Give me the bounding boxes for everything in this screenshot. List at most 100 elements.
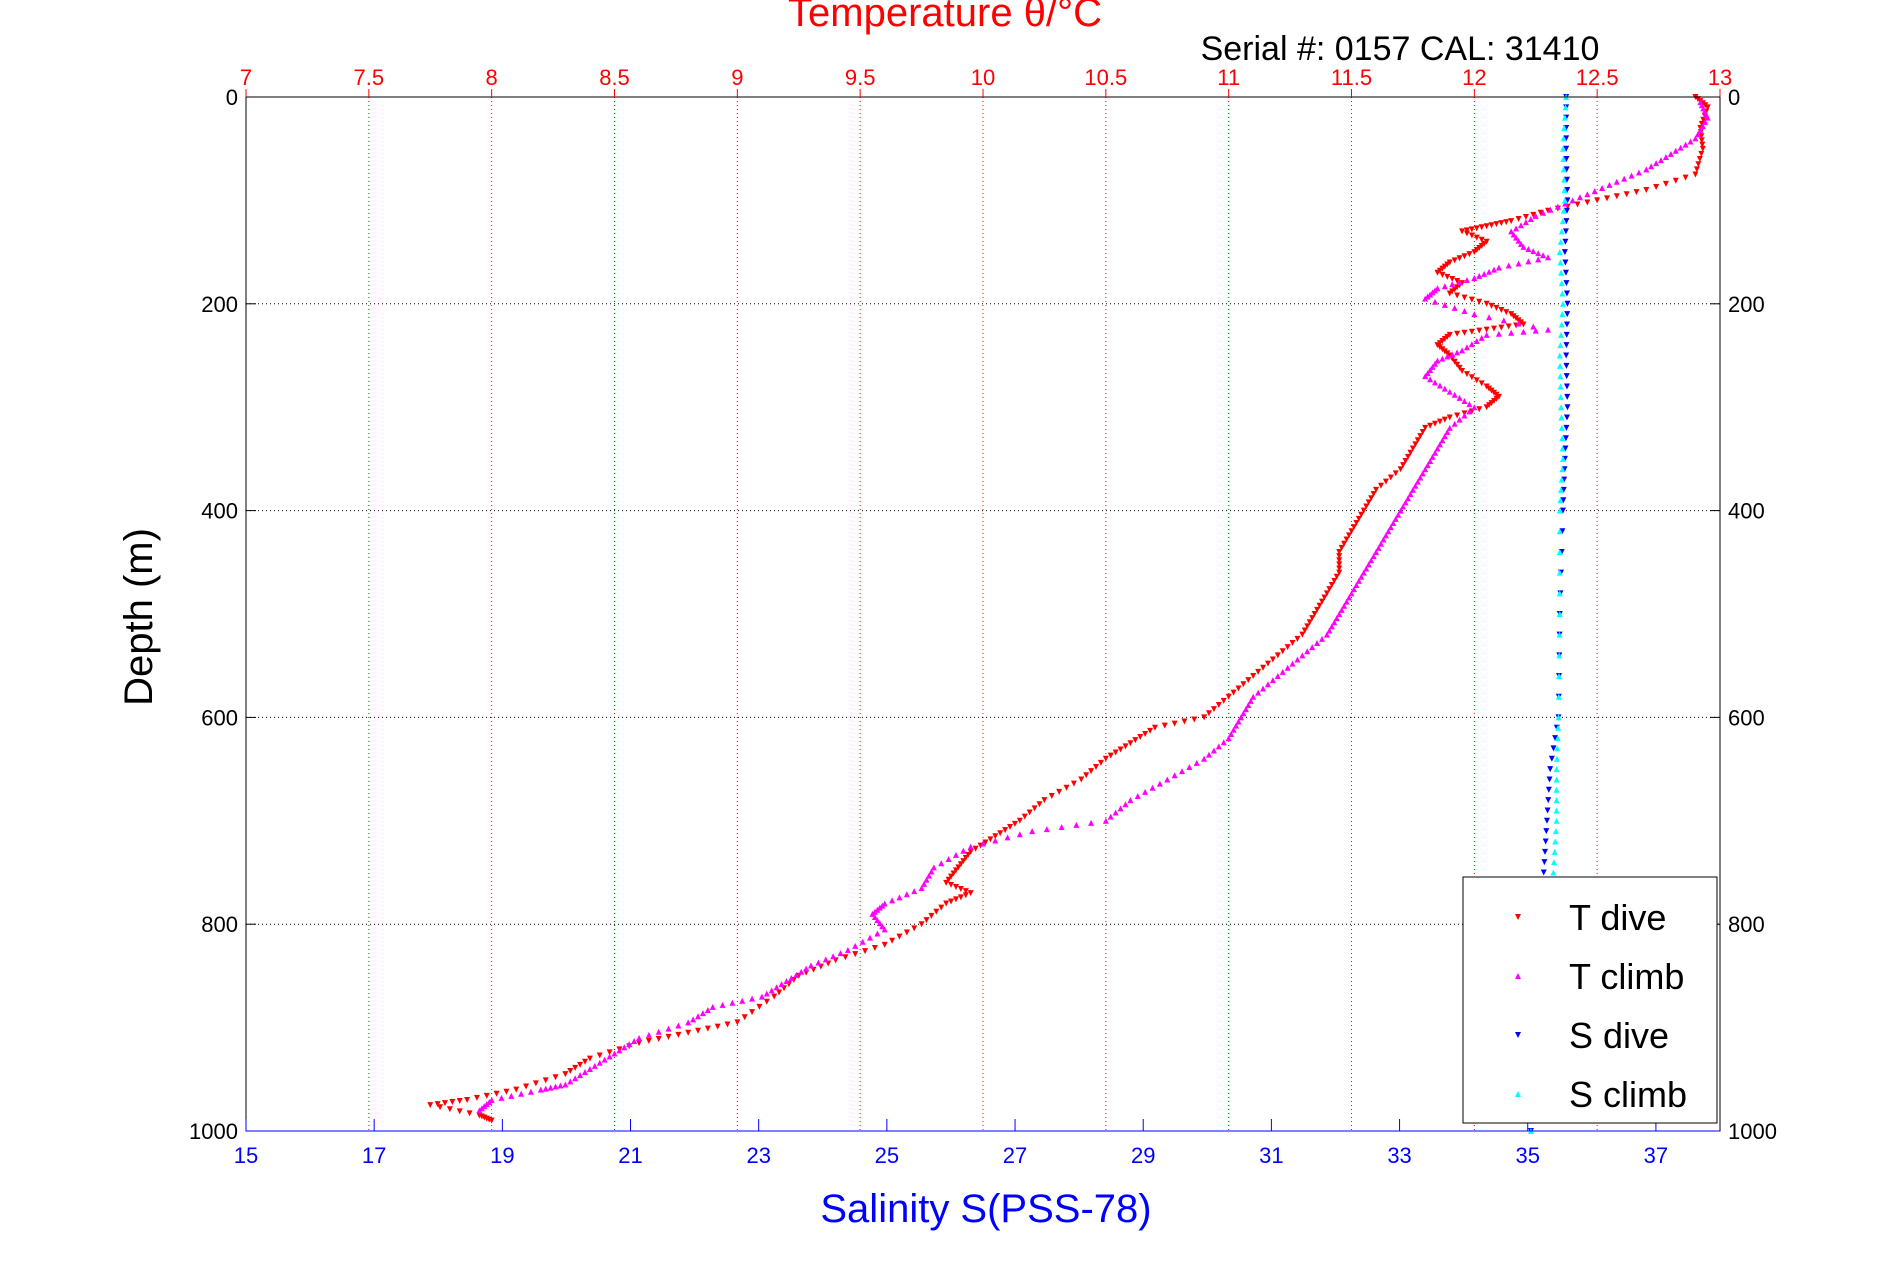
- data-point: [675, 1022, 682, 1029]
- data-point: [616, 1047, 623, 1054]
- data-point: [1556, 611, 1563, 617]
- data-point: [1488, 302, 1495, 309]
- data-point: [1542, 838, 1549, 845]
- data-point: [734, 1019, 741, 1026]
- temp-tick-label: 10.5: [1084, 65, 1127, 90]
- data-point: [434, 1101, 441, 1108]
- data-point: [665, 1033, 672, 1040]
- data-point: [621, 1044, 628, 1051]
- data-point: [606, 1049, 613, 1056]
- data-point: [1093, 764, 1100, 771]
- data-point: [1548, 755, 1555, 762]
- data-point: [1700, 116, 1707, 123]
- data-point: [1559, 435, 1566, 442]
- data-point: [896, 933, 903, 940]
- data-point: [464, 1096, 471, 1103]
- data-point: [1031, 805, 1038, 812]
- data-point: [636, 1040, 643, 1047]
- data-point: [1535, 250, 1542, 257]
- data-point: [1557, 373, 1564, 380]
- data-point: [483, 1092, 490, 1099]
- data-point: [1698, 133, 1705, 140]
- salinity-tick-label: 29: [1131, 1143, 1155, 1168]
- data-point: [879, 923, 886, 930]
- data-point: [724, 1021, 731, 1028]
- data-point: [503, 1088, 510, 1095]
- data-point: [1559, 528, 1566, 535]
- data-point: [1563, 414, 1570, 421]
- data-point: [1486, 314, 1493, 321]
- data-point: [938, 860, 945, 867]
- data-point: [788, 974, 795, 981]
- data-point: [1242, 706, 1249, 713]
- data-point: [1540, 209, 1547, 216]
- data-point: [1564, 311, 1571, 318]
- salinity-tick-label: 37: [1644, 1143, 1668, 1168]
- data-point: [1454, 278, 1461, 285]
- data-point: [1508, 228, 1515, 235]
- data-point: [1156, 780, 1163, 787]
- data-point: [1274, 673, 1281, 680]
- temp-tick-label: 12: [1462, 65, 1486, 90]
- data-point: [1400, 503, 1407, 510]
- data-point: [1107, 752, 1114, 759]
- data-point: [1439, 355, 1446, 362]
- data-point: [1552, 735, 1559, 742]
- data-point: [1427, 422, 1434, 429]
- y-axis-label: Depth (m): [117, 528, 161, 706]
- data-point: [1527, 216, 1534, 223]
- data-point: [1563, 280, 1570, 287]
- data-point: [557, 1082, 564, 1089]
- data-point: [1444, 273, 1451, 280]
- data-point: [1553, 797, 1560, 804]
- data-point: [1643, 166, 1650, 173]
- data-point: [1483, 331, 1490, 338]
- data-point: [1427, 366, 1434, 373]
- legend-entry: S climb: [1569, 1074, 1687, 1115]
- data-point: [699, 1010, 706, 1017]
- data-point: [1563, 383, 1570, 390]
- data-point: [960, 847, 967, 854]
- data-point: [967, 843, 974, 850]
- data-point: [1558, 269, 1565, 276]
- data-point: [1698, 137, 1705, 144]
- data-point: [859, 938, 866, 945]
- data-point: [1088, 819, 1095, 826]
- data-point: [1056, 788, 1063, 795]
- data-point: [1424, 370, 1431, 377]
- data-point: [1698, 150, 1705, 157]
- data-point: [1468, 341, 1475, 348]
- data-point: [1316, 602, 1323, 609]
- data-point: [1478, 236, 1485, 243]
- data-point: [631, 1038, 638, 1045]
- data-point: [626, 1041, 633, 1048]
- data-point: [1346, 532, 1353, 539]
- data-point: [1301, 627, 1308, 634]
- data-point: [1365, 561, 1372, 568]
- data-point: [1556, 528, 1563, 535]
- data-point: [1543, 828, 1550, 835]
- data-point: [665, 1025, 672, 1032]
- data-point: [1558, 228, 1565, 235]
- data-point: [446, 1106, 453, 1113]
- data-point: [1319, 598, 1326, 605]
- data-point: [1503, 309, 1510, 316]
- data-point: [881, 926, 888, 933]
- data-point: [1409, 445, 1416, 452]
- data-point: [768, 987, 775, 994]
- data-point: [1373, 548, 1380, 555]
- chart-subtitle: Serial #: 0157 CAL: 31410: [1201, 30, 1600, 68]
- data-point: [1561, 197, 1568, 204]
- data-point: [1495, 330, 1502, 337]
- data-point: [1508, 329, 1515, 336]
- salinity-tick-label: 33: [1387, 1143, 1411, 1168]
- data-point: [1414, 437, 1421, 444]
- data-point: [1346, 594, 1353, 601]
- data-point: [1191, 716, 1198, 723]
- data-point: [1449, 281, 1456, 288]
- data-point: [955, 864, 962, 871]
- data-point: [1328, 582, 1335, 589]
- data-point: [498, 1094, 505, 1101]
- data-point: [1402, 499, 1409, 506]
- data-point: [1463, 277, 1470, 284]
